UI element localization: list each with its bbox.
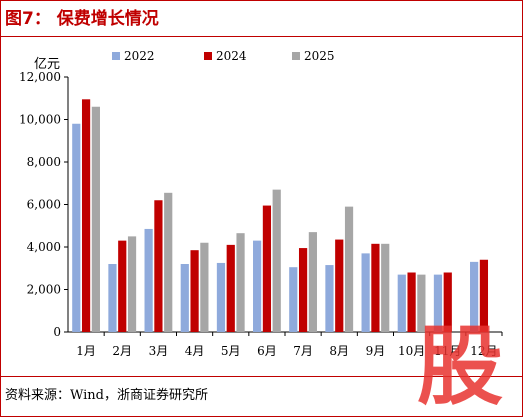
y-tick-label: 12,000 bbox=[19, 70, 61, 84]
bar-2022 bbox=[108, 264, 117, 332]
bar-2022 bbox=[180, 264, 189, 332]
bar-2024 bbox=[443, 272, 452, 332]
bar-2025 bbox=[417, 274, 426, 332]
figure-title: 图7： 保费增长情况 bbox=[5, 9, 159, 29]
bar-2022 bbox=[470, 261, 479, 332]
bar-2024 bbox=[298, 248, 308, 332]
y-tick-label: 6,000 bbox=[27, 198, 61, 212]
y-tick-label: 4,000 bbox=[27, 240, 61, 254]
bar-2024 bbox=[335, 239, 344, 332]
x-tick-label: 6月 bbox=[257, 344, 277, 358]
y-tick-label: 10,000 bbox=[19, 113, 61, 127]
x-tick-label: 9月 bbox=[366, 344, 386, 358]
x-tick-label: 5月 bbox=[221, 344, 241, 358]
legend-label-2024: 2024 bbox=[216, 49, 247, 63]
x-tick-label: 4月 bbox=[185, 344, 205, 358]
bar-2025 bbox=[91, 106, 100, 332]
bar-2022 bbox=[144, 228, 153, 332]
x-tick-label: 3月 bbox=[149, 344, 169, 358]
svg-text:股: 股 bbox=[417, 318, 503, 406]
bar-2025 bbox=[236, 233, 245, 332]
legend-label-2022: 2022 bbox=[124, 49, 155, 63]
bar-2025 bbox=[308, 232, 317, 332]
y-unit-label: 亿元 bbox=[34, 57, 60, 72]
bar-2022 bbox=[72, 123, 81, 332]
bar-2025 bbox=[127, 236, 137, 332]
x-tick-label: 10月 bbox=[398, 344, 425, 358]
bar-2024 bbox=[226, 244, 235, 332]
bar-2022 bbox=[433, 274, 443, 332]
bar-2024 bbox=[118, 240, 127, 332]
title-divider bbox=[0, 36, 523, 37]
x-tick-label: 11月 bbox=[434, 344, 461, 358]
bar-2022 bbox=[289, 267, 298, 332]
x-tick-label: 2月 bbox=[112, 344, 132, 358]
x-tick-label: 8月 bbox=[329, 344, 349, 358]
bar-2022 bbox=[397, 274, 406, 332]
legend-swatch-2024 bbox=[204, 52, 212, 60]
bar-2024 bbox=[407, 272, 416, 332]
watermark-logo: 股 bbox=[417, 318, 503, 406]
bar-2025 bbox=[200, 242, 209, 332]
source-note: 资料来源：Wind，浙商证券研究所 bbox=[5, 388, 208, 403]
legend-swatch-2025 bbox=[292, 52, 300, 60]
legend-label-2025: 2025 bbox=[304, 49, 335, 63]
bar-chart: 亿元 0 2,000 4,000 6,000 8,000 10,000 12,000 1月 2月 3… bbox=[19, 49, 503, 358]
source-divider bbox=[0, 376, 523, 377]
bar-2022 bbox=[216, 262, 226, 332]
bar-2024 bbox=[262, 205, 272, 332]
y-tick-label: 2,000 bbox=[27, 283, 61, 297]
bar-2025 bbox=[381, 243, 390, 332]
x-tick-label: 1月 bbox=[76, 344, 96, 358]
bar-2025 bbox=[164, 192, 173, 332]
bar-2025 bbox=[272, 189, 281, 332]
bar-2024 bbox=[190, 250, 199, 332]
y-tick-label: 8,000 bbox=[27, 155, 61, 169]
bar-2024 bbox=[81, 99, 91, 332]
bar-2024 bbox=[479, 259, 489, 332]
bar-2025 bbox=[344, 206, 354, 332]
x-tick-label: 12月 bbox=[470, 344, 497, 358]
bar-2024 bbox=[371, 243, 380, 332]
bar-2024 bbox=[154, 200, 163, 332]
bar-2022 bbox=[253, 240, 262, 332]
bar-2022 bbox=[361, 253, 370, 332]
bar-2022 bbox=[325, 265, 334, 332]
legend-swatch-2022 bbox=[112, 52, 120, 60]
x-tick-label: 7月 bbox=[293, 344, 313, 358]
y-tick-label: 0 bbox=[53, 325, 61, 339]
